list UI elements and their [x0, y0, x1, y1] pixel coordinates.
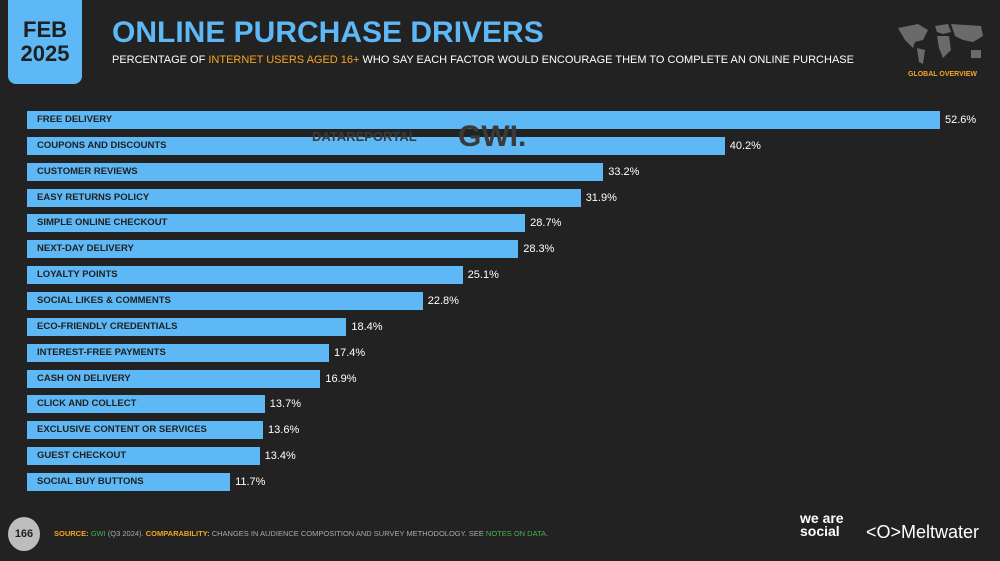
- category-label: LOYALTY POINTS: [37, 269, 118, 281]
- value-label: 40.2%: [729, 139, 761, 152]
- value-label: 25.1%: [467, 269, 499, 282]
- category-label: NEXT-DAY DELIVERY: [37, 243, 134, 255]
- global-overview-tag: GLOBAL OVERVIEW: [908, 71, 977, 78]
- bar: [27, 421, 264, 440]
- meltwater-text: Meltwater: [901, 522, 980, 542]
- subtitle-highlight: INTERNET USERS AGED 16+: [208, 54, 360, 66]
- category-label: ECO-FRIENDLY CREDENTIALS: [37, 320, 178, 332]
- category-label: COUPONS AND DISCOUNTS: [37, 139, 167, 151]
- datareportal-watermark: DATAREPORTAL: [312, 129, 417, 144]
- bar: [27, 240, 519, 259]
- gwi-watermark: GWI.: [458, 120, 527, 153]
- value-label: 13.6%: [268, 424, 300, 437]
- category-label: INTEREST-FREE PAYMENTS: [37, 346, 166, 358]
- bar: [27, 472, 231, 491]
- category-label: SIMPLE ONLINE CHECKOUT: [37, 217, 168, 229]
- notes-on-data-link[interactable]: NOTES ON DATA: [485, 529, 547, 538]
- value-label: 11.7%: [235, 475, 266, 488]
- period: .: [546, 529, 549, 538]
- value-label: 52.6%: [945, 114, 977, 126]
- date-badge: FEB 2025: [8, 0, 82, 84]
- source-label: SOURCE:: [54, 529, 89, 538]
- subtitle-pre: PERCENTAGE OF: [112, 54, 209, 66]
- category-label: GUEST CHECKOUT: [37, 450, 127, 462]
- category-label: FREE DELIVERY: [37, 114, 113, 125]
- bar: [27, 343, 330, 362]
- source-note: SOURCE: GWI (Q3 2024). COMPARABILITY: CH…: [54, 529, 548, 538]
- world-map-icon: [898, 24, 983, 64]
- value-label: 18.4%: [351, 320, 383, 333]
- source-link[interactable]: GWI: [90, 529, 106, 538]
- bar: [27, 291, 423, 310]
- value-label: 13.7%: [269, 398, 301, 411]
- bar: [27, 266, 463, 285]
- category-label: CASH ON DELIVERY: [37, 372, 131, 384]
- subtitle: PERCENTAGE OF INTERNET USERS AGED 16+ WH…: [112, 54, 854, 67]
- category-label: CLICK AND COLLECT: [37, 398, 137, 410]
- we-are-social-text: we are social: [800, 510, 844, 539]
- bar: [27, 188, 581, 207]
- comparability-label: COMPARABILITY:: [145, 529, 210, 538]
- category-label: CUSTOMER REVIEWS: [37, 165, 138, 177]
- value-label: 17.4%: [334, 346, 366, 359]
- category-label: SOCIAL BUY BUTTONS: [37, 475, 144, 487]
- value-label: 22.8%: [427, 294, 459, 307]
- meltwater-logo: <O>Meltwater: [866, 522, 979, 542]
- category-label: EASY RETURNS POLICY: [37, 191, 150, 203]
- bar: [27, 136, 725, 155]
- page-number: 166: [8, 517, 40, 551]
- we-are-social-logo: we are social: [800, 510, 858, 539]
- subtitle-post: WHO SAY EACH FACTOR WOULD ENCOURAGE THEM…: [359, 54, 854, 66]
- meltwater-symbol-icon: <O>: [866, 522, 902, 542]
- value-label: 16.9%: [325, 372, 357, 385]
- date-month: FEB: [23, 17, 67, 42]
- value-label: 33.2%: [608, 165, 640, 178]
- value-label: 28.3%: [523, 243, 555, 256]
- bar: [27, 111, 940, 129]
- bar: [27, 317, 347, 336]
- source-detail: (Q3 2024).: [105, 529, 146, 538]
- value-label: 28.7%: [530, 217, 562, 230]
- bar: [27, 162, 604, 181]
- value-label: 31.9%: [585, 191, 617, 204]
- category-label: EXCLUSIVE CONTENT OR SERVICES: [37, 424, 207, 436]
- comparability-text: CHANGES IN AUDIENCE COMPOSITION AND SURV…: [209, 529, 486, 538]
- page-title: ONLINE PURCHASE DRIVERS: [112, 16, 544, 49]
- category-label: SOCIAL LIKES & COMMENTS: [37, 294, 171, 306]
- bar: [27, 214, 526, 233]
- date-year: 2025: [20, 41, 70, 66]
- bar: [27, 395, 265, 414]
- value-label: 13.4%: [264, 450, 296, 463]
- bar: [27, 369, 321, 388]
- bar: [27, 447, 260, 466]
